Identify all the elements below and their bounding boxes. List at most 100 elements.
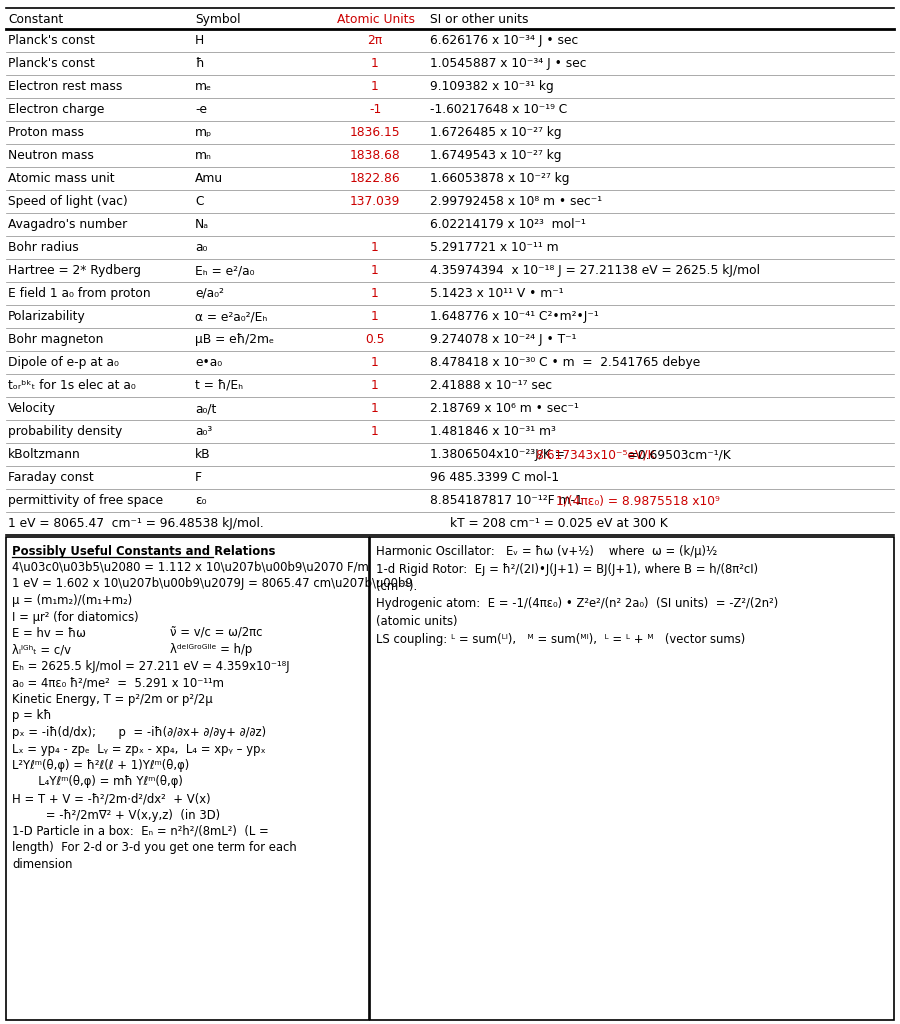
Text: 96 485.3399 C mol-1: 96 485.3399 C mol-1 <box>430 471 559 484</box>
Text: mₚ: mₚ <box>195 126 212 139</box>
Text: Symbol: Symbol <box>195 13 240 26</box>
Text: 1 eV = 8065.47  cm⁻¹ = 96.48538 kJ/mol.: 1 eV = 8065.47 cm⁻¹ = 96.48538 kJ/mol. <box>8 517 264 530</box>
Text: Planck's const: Planck's const <box>8 57 94 70</box>
Text: 1.6726485 x 10⁻²⁷ kg: 1.6726485 x 10⁻²⁷ kg <box>430 126 562 139</box>
Text: LS coupling: ᴸ = sum(ᴸᴵ),   ᴹ = sum(ᴹᴵ),  ᴸ = ᴸ + ᴹ   (vector sums): LS coupling: ᴸ = sum(ᴸᴵ), ᴹ = sum(ᴹᴵ), ᴸ… <box>376 633 745 645</box>
Text: -e: -e <box>195 103 207 116</box>
Text: kT = 208 cm⁻¹ = 0.025 eV at 300 K: kT = 208 cm⁻¹ = 0.025 eV at 300 K <box>450 517 668 530</box>
Text: 1822.86: 1822.86 <box>350 172 400 185</box>
Text: Neutron mass: Neutron mass <box>8 150 94 162</box>
Text: I = μr² (for diatomics): I = μr² (for diatomics) <box>12 610 139 624</box>
Text: tₒᵣᵇᵏₜ for 1s elec at a₀: tₒᵣᵇᵏₜ for 1s elec at a₀ <box>8 379 136 392</box>
Text: 1: 1 <box>371 379 379 392</box>
Text: 1-d Rigid Rotor:  Eȷ = ħ²/(2I)•J(J+1) = BJ(J+1), where B = h/(8π²cI): 1-d Rigid Rotor: Eȷ = ħ²/(2I)•J(J+1) = B… <box>376 562 758 575</box>
Text: L²Yℓᵐ(θ,φ) = ħ²ℓ(ℓ + 1)Yℓᵐ(θ,φ): L²Yℓᵐ(θ,φ) = ħ²ℓ(ℓ + 1)Yℓᵐ(θ,φ) <box>12 759 189 772</box>
Text: Atomic Units: Atomic Units <box>337 13 415 26</box>
Text: Electron rest mass: Electron rest mass <box>8 80 122 93</box>
Text: 1: 1 <box>371 287 379 300</box>
Text: 2.18769 x 10⁶ m • sec⁻¹: 2.18769 x 10⁶ m • sec⁻¹ <box>430 402 579 415</box>
Text: 1: 1 <box>371 425 379 438</box>
Text: Velocity: Velocity <box>8 402 56 415</box>
Text: H: H <box>195 34 204 47</box>
Text: Eₕ = e²/a₀: Eₕ = e²/a₀ <box>195 264 255 278</box>
Text: pₓ = -iħ(d/dx);      p  = -iħ(∂/∂x+ ∂/∂y+ ∂/∂z): pₓ = -iħ(d/dx); p = -iħ(∂/∂x+ ∂/∂y+ ∂/∂z… <box>12 726 266 739</box>
Text: Proton mass: Proton mass <box>8 126 84 139</box>
Text: 1838.68: 1838.68 <box>349 150 400 162</box>
Text: 1 eV = 1.602 x 10\u207b\u00b9\u2079J = 8065.47 cm\u207b\u00b9: 1 eV = 1.602 x 10\u207b\u00b9\u2079J = 8… <box>12 578 413 591</box>
Text: L₄Yℓᵐ(θ,φ) = mħ Yℓᵐ(θ,φ): L₄Yℓᵐ(θ,φ) = mħ Yℓᵐ(θ,φ) <box>12 775 183 788</box>
Text: Planck's const: Planck's const <box>8 34 94 47</box>
Text: Bohr radius: Bohr radius <box>8 241 79 254</box>
Text: 6.02214179 x 10²³  mol⁻¹: 6.02214179 x 10²³ mol⁻¹ <box>430 218 586 231</box>
Text: 4\u03c0\u03b5\u2080 = 1.112 x 10\u207b\u00b9\u2070 F/m: 4\u03c0\u03b5\u2080 = 1.112 x 10\u207b\u… <box>12 561 369 574</box>
Text: (cm⁻¹).: (cm⁻¹). <box>376 580 418 593</box>
Text: a₀³: a₀³ <box>195 425 212 438</box>
Text: Possibly Useful Constants and Relations: Possibly Useful Constants and Relations <box>12 545 275 558</box>
Text: kB: kB <box>195 449 211 461</box>
Text: Lₓ = yp₄ - zpₑ  Lᵧ = zpₓ - xp₄,  L₄ = xpᵧ – ypₓ: Lₓ = yp₄ - zpₑ Lᵧ = zpₓ - xp₄, L₄ = xpᵧ … <box>12 742 266 756</box>
Text: a₀/t: a₀/t <box>195 402 216 415</box>
Text: e•a₀: e•a₀ <box>195 356 222 369</box>
Text: e/a₀²: e/a₀² <box>195 287 224 300</box>
Text: length)  For 2-d or 3-d you get one term for each: length) For 2-d or 3-d you get one term … <box>12 842 297 854</box>
Text: mₙ: mₙ <box>195 150 212 162</box>
Text: 9.274078 x 10⁻²⁴ J • T⁻¹: 9.274078 x 10⁻²⁴ J • T⁻¹ <box>430 333 577 346</box>
Text: t = ħ/Eₕ: t = ħ/Eₕ <box>195 379 243 392</box>
Text: SI or other units: SI or other units <box>430 13 528 26</box>
Text: 137.039: 137.039 <box>350 195 400 208</box>
Text: kBoltzmann: kBoltzmann <box>8 449 81 461</box>
Text: mₑ: mₑ <box>195 80 212 93</box>
Text: 9.109382 x 10⁻³¹ kg: 9.109382 x 10⁻³¹ kg <box>430 80 554 93</box>
Text: 5.1423 x 10¹¹ V • m⁻¹: 5.1423 x 10¹¹ V • m⁻¹ <box>430 287 563 300</box>
Text: Speed of light (vac): Speed of light (vac) <box>8 195 128 208</box>
Text: C: C <box>195 195 203 208</box>
Text: 1: 1 <box>371 80 379 93</box>
Text: 8.854187817 10⁻¹²F m-1: 8.854187817 10⁻¹²F m-1 <box>430 494 590 507</box>
Text: 1.6749543 x 10⁻²⁷ kg: 1.6749543 x 10⁻²⁷ kg <box>430 150 562 162</box>
Bar <box>370 537 894 1020</box>
Text: E = hv = ħω: E = hv = ħω <box>12 627 86 640</box>
Text: 2.99792458 x 10⁸ m • sec⁻¹: 2.99792458 x 10⁸ m • sec⁻¹ <box>430 195 602 208</box>
Text: ε₀: ε₀ <box>195 494 206 507</box>
Text: 1: 1 <box>371 264 379 278</box>
Text: Avagadro's number: Avagadro's number <box>8 218 127 231</box>
Text: Atomic mass unit: Atomic mass unit <box>8 172 114 185</box>
Text: 5.2917721 x 10⁻¹¹ m: 5.2917721 x 10⁻¹¹ m <box>430 241 559 254</box>
Text: 6.626176 x 10⁻³⁴ J • sec: 6.626176 x 10⁻³⁴ J • sec <box>430 34 578 47</box>
Text: (atomic units): (atomic units) <box>376 615 457 628</box>
Text: μB = eħ/2mₑ: μB = eħ/2mₑ <box>195 333 274 346</box>
Text: Amu: Amu <box>195 172 223 185</box>
Text: Hydrogenic atom:  E = -1/(4πε₀) • Z²e²/(n² 2a₀)  (SI units)  = -Z²/(2n²): Hydrogenic atom: E = -1/(4πε₀) • Z²e²/(n… <box>376 597 778 610</box>
Text: Kinetic Energy, T = p²/2m or p²/2μ: Kinetic Energy, T = p²/2m or p²/2μ <box>12 693 212 706</box>
Text: 1.481846 x 10⁻³¹ m³: 1.481846 x 10⁻³¹ m³ <box>430 425 556 438</box>
Text: Constant: Constant <box>8 13 63 26</box>
Text: 1.3806504x10⁻²³J/K =: 1.3806504x10⁻²³J/K = <box>430 449 565 461</box>
Text: F: F <box>195 471 202 484</box>
Text: 1: 1 <box>371 241 379 254</box>
Text: 8.478418 x 10⁻³⁰ C • m  =  2.541765 debye: 8.478418 x 10⁻³⁰ C • m = 2.541765 debye <box>430 356 700 369</box>
Text: p = kħ: p = kħ <box>12 710 51 723</box>
Text: E field 1 a₀ from proton: E field 1 a₀ from proton <box>8 287 150 300</box>
Text: 0.5: 0.5 <box>365 333 385 346</box>
Text: 8.617343x10⁻⁵eV/K: 8.617343x10⁻⁵eV/K <box>535 449 655 461</box>
Text: 1836.15: 1836.15 <box>350 126 400 139</box>
Text: Dipole of e-p at a₀: Dipole of e-p at a₀ <box>8 356 119 369</box>
Text: 4.35974394  x 10⁻¹⁸ J = 27.21138 eV = 2625.5 kJ/mol: 4.35974394 x 10⁻¹⁸ J = 27.21138 eV = 262… <box>430 264 760 278</box>
Text: 1: 1 <box>371 356 379 369</box>
Bar <box>6 537 369 1020</box>
Text: Nₐ: Nₐ <box>195 218 209 231</box>
Text: Hartree = 2* Rydberg: Hartree = 2* Rydberg <box>8 264 141 278</box>
Text: ħ: ħ <box>195 57 203 70</box>
Text: 1: 1 <box>371 402 379 415</box>
Text: 1: 1 <box>371 310 379 323</box>
Text: 1-D Particle in a box:  Eₙ = n²h²/(8mL²)  (L =: 1-D Particle in a box: Eₙ = n²h²/(8mL²) … <box>12 825 269 838</box>
Text: 2π: 2π <box>367 34 382 47</box>
Text: Bohr magneton: Bohr magneton <box>8 333 104 346</box>
Text: = -ħ²/2m∇² + V(x,y,z)  (in 3D): = -ħ²/2m∇² + V(x,y,z) (in 3D) <box>12 809 220 821</box>
Text: ν̃ = v/c = ω/2πc: ν̃ = v/c = ω/2πc <box>170 627 263 640</box>
Text: a₀: a₀ <box>195 241 207 254</box>
Text: Polarizability: Polarizability <box>8 310 86 323</box>
Text: λₗᴵᴳʰₜ = c/v: λₗᴵᴳʰₜ = c/v <box>12 643 71 656</box>
Text: permittivity of free space: permittivity of free space <box>8 494 163 507</box>
Text: Eₕ = 2625.5 kJ/mol = 27.211 eV = 4.359x10⁻¹⁸J: Eₕ = 2625.5 kJ/mol = 27.211 eV = 4.359x1… <box>12 660 290 673</box>
